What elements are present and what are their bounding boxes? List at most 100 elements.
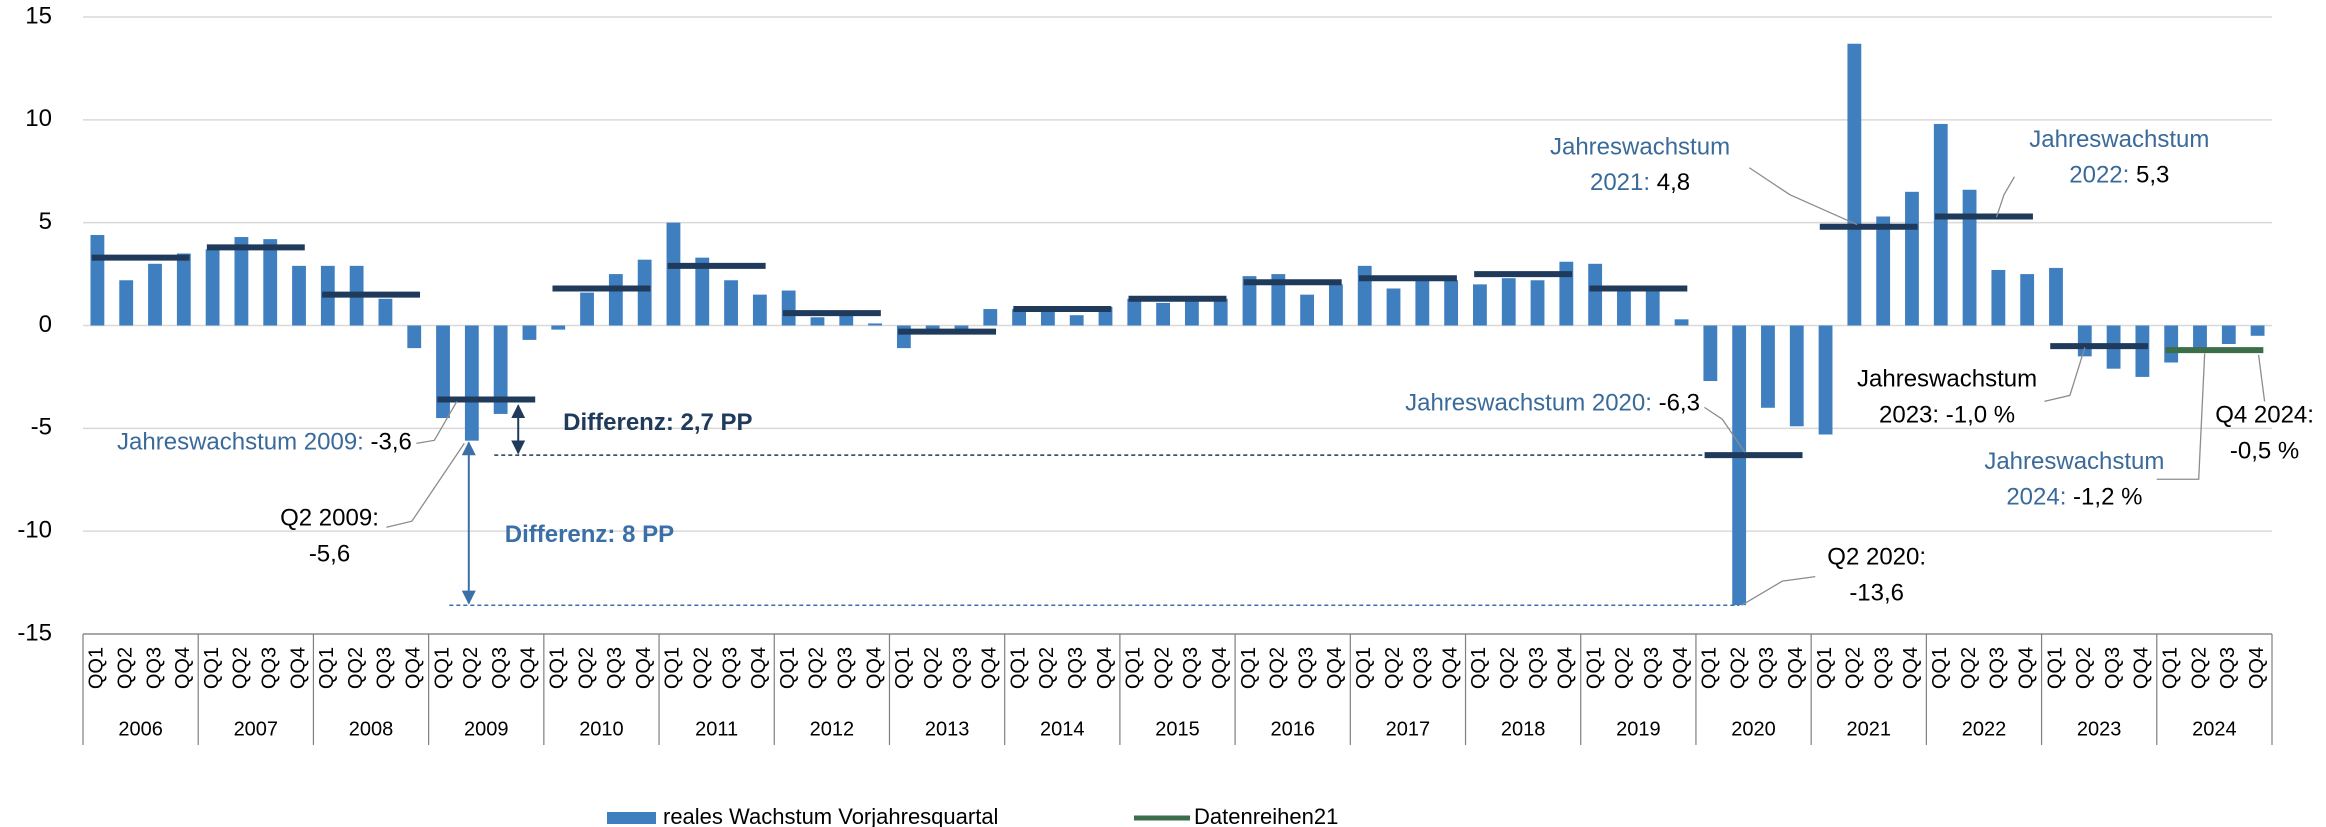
annotation: 2022: 5,3 xyxy=(2069,162,2169,189)
annotation: Jahreswachstum 2020: -6,3 xyxy=(1405,390,1700,417)
annotation-part: Jahreswachstum 2009: xyxy=(117,429,364,456)
bar xyxy=(1905,191,1919,326)
bar xyxy=(724,280,738,326)
x-tick-label: QQ3 xyxy=(143,647,165,689)
annotation: 2023: -1,0 % xyxy=(1879,402,2015,429)
x-tick-label: QQ4 xyxy=(748,647,770,689)
bar xyxy=(2135,325,2150,377)
x-tick-label: QQ3 xyxy=(1295,647,1317,689)
bar xyxy=(954,325,969,332)
x-tick-label: QQ4 xyxy=(2015,647,2037,689)
annotation-part: 4,8 xyxy=(1650,170,1690,197)
x-tick-label: QQ2 xyxy=(1727,647,1749,689)
bar xyxy=(608,274,623,326)
bar xyxy=(983,309,998,326)
bar xyxy=(90,235,105,326)
annotation-part: Differenz: 2,7 PP xyxy=(563,409,752,436)
year-label: 2022 xyxy=(1962,718,2007,740)
x-tick-label: QQ3 xyxy=(1526,647,1548,689)
x-tick-label: QQ2 xyxy=(114,647,136,689)
y-tick-label: 10 xyxy=(25,105,52,132)
x-tick-label: QQ1 xyxy=(201,647,223,689)
x-tick-label: QQ1 xyxy=(1929,647,1951,689)
y-tick-label: 0 xyxy=(39,311,52,338)
leader-line xyxy=(1741,575,1816,606)
x-tick-label: QQ1 xyxy=(2159,647,2181,689)
x-tick-label: QQ2 xyxy=(460,647,482,689)
x-tick-label: QQ3 xyxy=(835,647,857,689)
year-label: 2007 xyxy=(234,718,279,740)
year-label: 2011 xyxy=(695,718,738,740)
x-tick-label: QQ3 xyxy=(2102,647,2124,689)
bar xyxy=(2020,274,2035,326)
leader-line xyxy=(1995,176,2016,218)
annotation: Q4 2024: xyxy=(2215,402,2314,429)
leader-line xyxy=(1704,406,1746,453)
bar xyxy=(1530,280,1545,326)
y-tick-label: -10 xyxy=(17,517,52,544)
bar xyxy=(1559,261,1574,326)
bar xyxy=(2221,325,2236,345)
bar xyxy=(263,239,278,326)
legend-label: Datenreihen21 xyxy=(1194,804,1338,827)
bar xyxy=(1040,309,1055,326)
bar xyxy=(1847,43,1862,326)
annotation-part: -5,6 xyxy=(309,541,350,568)
annotation: -13,6 xyxy=(1849,580,1904,607)
x-tick-label: QQ1 xyxy=(1468,647,1490,689)
bar xyxy=(637,259,652,326)
annotation: Jahreswachstum xyxy=(1550,134,1730,161)
x-tick-label: QQ4 xyxy=(1094,647,1116,689)
year-label: 2021 xyxy=(1847,718,1892,740)
x-tick-label: QQ2 xyxy=(1382,647,1404,689)
x-tick-label: QQ4 xyxy=(518,647,540,689)
x-tick-label: QQ4 xyxy=(863,647,885,689)
year-label: 2008 xyxy=(349,718,394,740)
x-tick-label: QQ2 xyxy=(345,647,367,689)
annotation-part: 5,3 xyxy=(2129,162,2169,189)
bar xyxy=(2193,325,2207,353)
annotation-part: Jahreswachstum 2020: xyxy=(1405,390,1652,417)
year-label: 2012 xyxy=(810,718,855,740)
bar xyxy=(1789,325,1804,427)
y-tick-label: 5 xyxy=(39,208,52,235)
bar xyxy=(2164,325,2179,363)
x-tick-label: QQ4 xyxy=(403,647,425,689)
x-tick-label: QQ1 xyxy=(431,647,453,689)
annotation-part: -13,6 xyxy=(1849,580,1904,607)
bar xyxy=(464,325,479,441)
x-tick-label: QQ4 xyxy=(1209,647,1231,689)
x-tick-label: QQ2 xyxy=(2188,647,2210,689)
x-tick-label: QQ1 xyxy=(547,647,569,689)
x-tick-label: QQ2 xyxy=(230,647,252,689)
bar xyxy=(839,313,854,326)
leader-line xyxy=(416,401,458,444)
x-tick-label: QQ4 xyxy=(1439,647,1461,689)
bar xyxy=(1069,315,1084,326)
x-tick-label: QQ4 xyxy=(1900,647,1922,689)
x-tick-label: QQ4 xyxy=(1324,647,1346,689)
year-label: 2023 xyxy=(2077,718,2122,740)
x-tick-label: QQ4 xyxy=(1555,647,1577,689)
x-tick-label: QQ4 xyxy=(979,647,1001,689)
x-tick-label: QQ4 xyxy=(1785,647,1807,689)
bar xyxy=(580,292,594,326)
bar xyxy=(1012,309,1026,326)
bar xyxy=(292,265,306,326)
annotation-part: Q2 2020: xyxy=(1827,544,1926,571)
x-tick-label: QQ2 xyxy=(921,647,943,689)
x-tick-label: QQ3 xyxy=(258,647,280,689)
x-tick-label: QQ3 xyxy=(604,647,626,689)
x-tick-label: QQ3 xyxy=(950,647,972,689)
annotation: Differenz: 8 PP xyxy=(505,522,674,549)
year-label: 2009 xyxy=(464,718,509,740)
x-tick-label: QQ4 xyxy=(2131,647,2153,689)
y-tick-label: -15 xyxy=(17,619,52,646)
bar xyxy=(1357,265,1372,326)
annotation-part: Jahreswachstum xyxy=(1857,366,2037,393)
x-tick-label: QQ4 xyxy=(287,647,309,689)
x-tick-label: QQ4 xyxy=(1670,647,1692,689)
x-tick-label: QQ4 xyxy=(172,647,194,689)
bar xyxy=(493,325,508,414)
